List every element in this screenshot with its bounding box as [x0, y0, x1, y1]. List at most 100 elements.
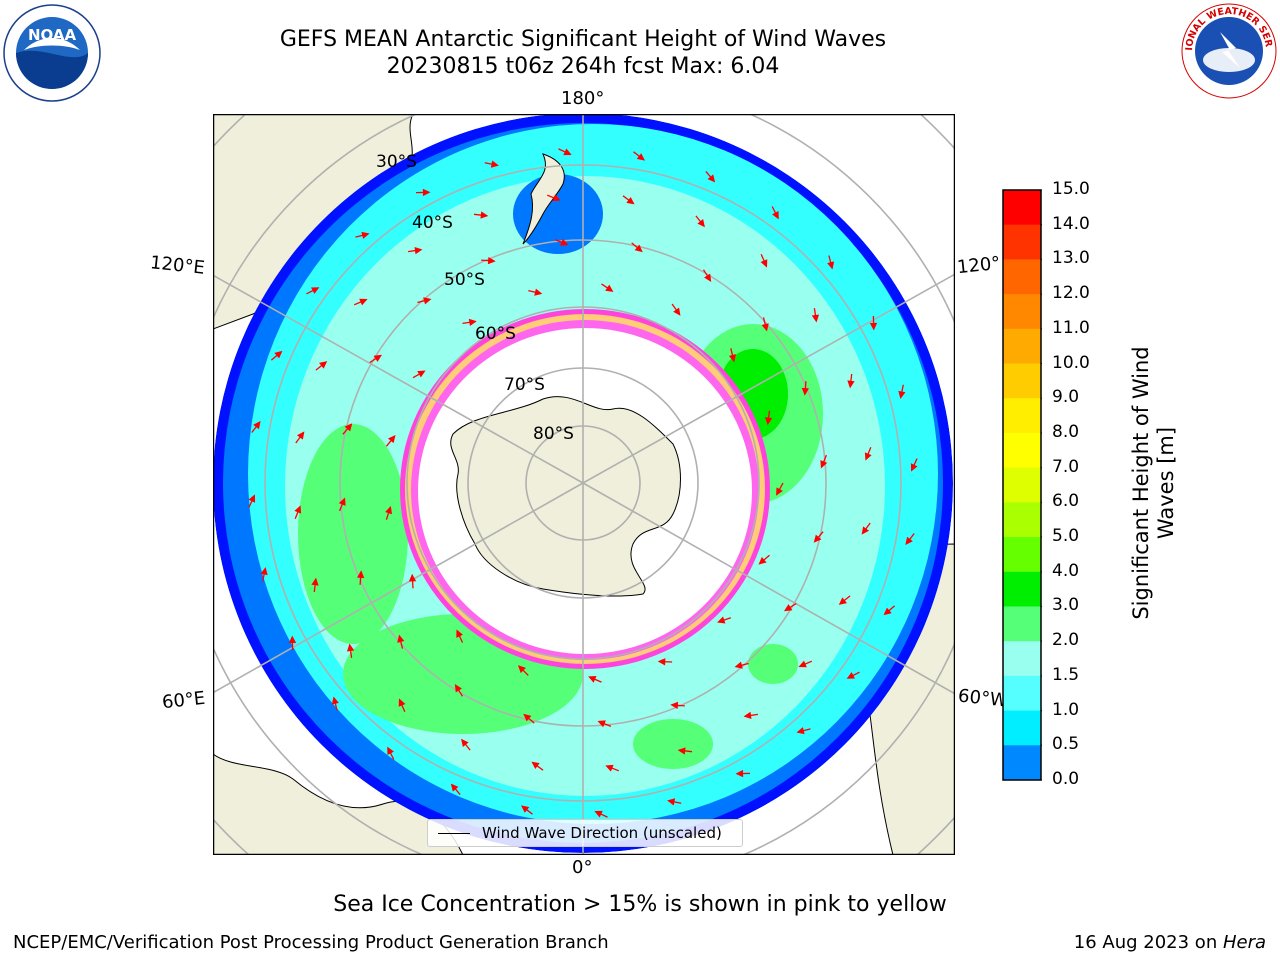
colorbar-tick-label: 11.0 — [1052, 317, 1090, 338]
wind-arrow-head — [869, 322, 878, 331]
wind-arrow-head — [594, 810, 603, 818]
lon-label-60w: 60°W — [957, 685, 1009, 712]
wind-arrow-head — [813, 534, 822, 543]
wind-arrow-head — [838, 597, 847, 605]
wind-arrow-head — [728, 354, 736, 363]
lat-label-50s: 50°S — [444, 270, 485, 290]
wind-arrow-head — [657, 658, 666, 666]
colorbar-tick-label: 13.0 — [1052, 248, 1090, 269]
wind-arrow-head — [521, 805, 530, 813]
colorbar-tick-label: 15.0 — [1052, 179, 1090, 199]
wind-arrow-head — [468, 318, 477, 327]
wind-arrow-head — [490, 160, 499, 168]
wind-arrow-head — [734, 661, 743, 669]
wind-arrow-head — [422, 188, 431, 197]
wind-arrow-head — [761, 323, 769, 332]
colorbar-segment — [1003, 328, 1041, 365]
wind-arrow-head — [311, 287, 320, 294]
lon-label-120e: 120°E — [149, 252, 206, 279]
colorbar-tick-label: 10.0 — [1052, 352, 1090, 373]
colorbar-tick-label: 7.0 — [1052, 456, 1080, 477]
wind-arrow-head — [772, 211, 779, 220]
colorbar-segment — [1003, 190, 1041, 226]
wind-arrow-head — [717, 616, 726, 624]
wind-arrow-head — [636, 153, 645, 161]
wind-arrow-head — [764, 417, 773, 426]
colorbar-segment — [1003, 641, 1041, 677]
wind-arrow-head — [760, 259, 768, 268]
generation-date-text: 16 Aug 2023 on — [1073, 932, 1223, 953]
wind-arrow-head — [883, 607, 892, 616]
wind-arrow-head — [605, 764, 614, 772]
producer-credit: NCEP/EMC/Verification Post Processing Pr… — [13, 932, 609, 953]
colorbar-tick-label: 0.0 — [1052, 769, 1080, 789]
lat-label-30s: 30°S — [376, 152, 417, 172]
wind-arrow-head — [563, 148, 572, 156]
colorbar-tick-label: 8.0 — [1052, 421, 1080, 442]
wind-arrow-head — [274, 350, 283, 359]
colorbar-segment — [1003, 224, 1041, 260]
wind-arrow-head — [248, 494, 256, 503]
colorbar-tick-label: 6.0 — [1052, 491, 1080, 512]
wind-arrow-head — [523, 713, 532, 722]
wind-arrow-head — [707, 174, 716, 183]
wind-arrow-head — [331, 696, 339, 705]
polar-map — [213, 114, 955, 855]
colorbar-segment — [1003, 259, 1041, 295]
wind-arrow-head — [319, 361, 328, 369]
wind-arrow-head — [346, 643, 355, 652]
colorbar-segment — [1003, 467, 1041, 503]
land-new-zealand — [522, 153, 565, 245]
colorbar-tick-label: 12.0 — [1052, 283, 1090, 304]
map-legend: Wind Wave Direction (unscaled) — [427, 819, 743, 847]
colorbar-tick-label: 4.0 — [1052, 560, 1080, 581]
wind-arrow-head — [704, 273, 712, 282]
wind-arrow-head — [735, 769, 744, 778]
wind-arrows — [248, 148, 918, 818]
wind-arrow-head — [338, 497, 346, 506]
colorbar-label-line1: Significant Height of Wind — [1129, 346, 1153, 620]
generation-host: Hera — [1222, 932, 1266, 953]
wind-arrow-head — [905, 536, 913, 545]
wind-arrow-head — [846, 672, 855, 679]
wind-arrow-head — [743, 711, 752, 720]
colorbar-segment — [1003, 710, 1041, 746]
wind-arrow-head — [667, 798, 676, 806]
wind-arrow-head — [387, 435, 396, 444]
wind-arrow-head — [673, 307, 681, 316]
wind-arrow-head — [758, 557, 767, 565]
legend-label: Wind Wave Direction (unscaled) — [482, 824, 722, 842]
wind-arrow-head — [827, 261, 835, 270]
wind-arrow-head — [898, 390, 906, 399]
chart-subtitle: 20230815 t06z 264h fcst Max: 6.04 — [386, 54, 780, 79]
wind-arrow-head — [423, 297, 432, 305]
wind-arrow-head — [414, 246, 423, 255]
colorbar-tick-label: 1.5 — [1052, 664, 1080, 685]
lat-label-80s: 80°S — [533, 424, 574, 444]
wind-arrow-head — [534, 288, 543, 296]
colorbar-tick-label: 0.5 — [1052, 734, 1080, 755]
noaa-logo-text: NOAA — [28, 26, 77, 44]
wind-arrow-head — [288, 635, 297, 644]
colorbar-segment — [1003, 398, 1041, 434]
wind-arrow-head — [677, 747, 686, 755]
wind-arrow-head — [357, 570, 365, 579]
wind-arrow-head — [597, 720, 606, 728]
wind-arrow-head — [398, 698, 406, 707]
wind-arrow-head — [361, 231, 370, 239]
wind-arrow-head — [373, 354, 382, 362]
colorbar-segment — [1003, 606, 1041, 642]
lon-label-180: 180° — [561, 88, 605, 109]
sea-ice-caption: Sea Ice Concentration > 15% is shown in … — [333, 892, 947, 917]
colorbar-segment — [1003, 745, 1041, 781]
lat-label-70s: 70°S — [504, 375, 545, 395]
colorbar-segment — [1003, 502, 1041, 538]
wind-arrow-head — [296, 431, 305, 440]
wind-arrow-head — [408, 573, 417, 582]
wind-arrow-head — [397, 634, 405, 643]
wind-arrow-head — [697, 219, 705, 228]
wind-arrow-head — [670, 701, 679, 709]
wind-arrow-head — [801, 387, 809, 396]
graticule — [213, 114, 955, 855]
wind-arrow-head — [552, 194, 561, 202]
